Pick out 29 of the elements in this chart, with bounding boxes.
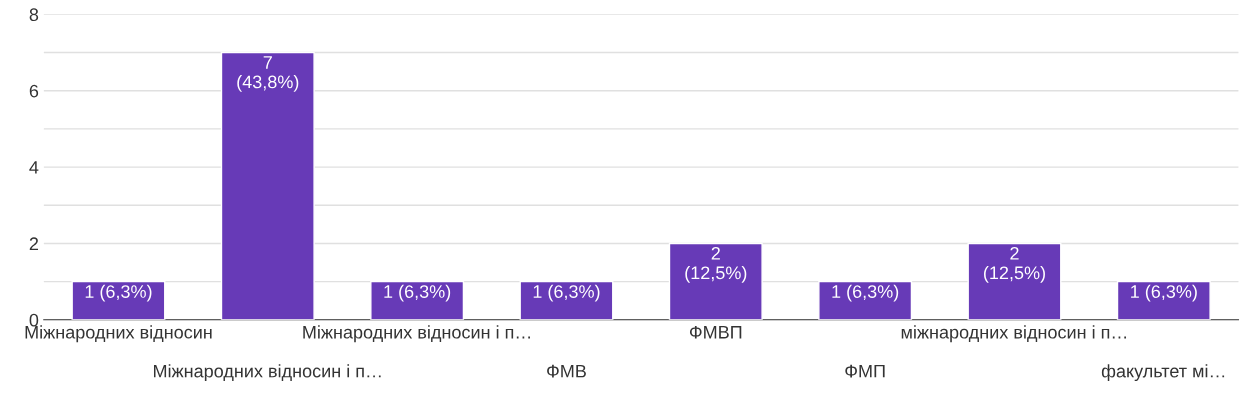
bar (818, 280, 913, 320)
bar (1116, 280, 1211, 320)
y-tick-label: 0 (29, 313, 39, 327)
x-tick-label: міжнародних відносин і п… (901, 325, 1127, 343)
x-tick-label: ФМВ (547, 364, 586, 378)
data-label: 2 (12,5%) (983, 246, 1045, 283)
x-tick-label: ФМВП (689, 325, 742, 339)
bar (967, 242, 1062, 320)
y-tick-label: 4 (29, 161, 39, 174)
x-tick-label: факультет мі… (1101, 364, 1225, 382)
data-label: 1 (6,3%) (832, 284, 899, 302)
data-label: 1 (6,3%) (1131, 284, 1197, 302)
data-label: 1 (6,3%) (85, 284, 152, 302)
bar (220, 51, 315, 320)
data-label: 1 (6,3%) (384, 284, 451, 302)
bar (370, 280, 465, 320)
data-label: 7 (43,8%) (237, 56, 299, 92)
x-tick-label: ФМП (845, 364, 885, 378)
bar (519, 280, 614, 320)
data-label: 2 (12,5%) (685, 246, 747, 283)
y-tick-label: 6 (29, 84, 39, 98)
x-tick-label: Міжнародних відносин (25, 325, 212, 343)
bar (71, 280, 166, 320)
data-label: 1 (6,3%) (533, 284, 600, 302)
y-tick-label: 2 (29, 237, 39, 250)
bar (668, 242, 763, 320)
x-tick-label: Міжнародних відносин і п… (303, 325, 530, 343)
x-tick-label: Міжнародних відносин і п… (153, 364, 381, 382)
y-tick-label: 8 (29, 8, 39, 22)
